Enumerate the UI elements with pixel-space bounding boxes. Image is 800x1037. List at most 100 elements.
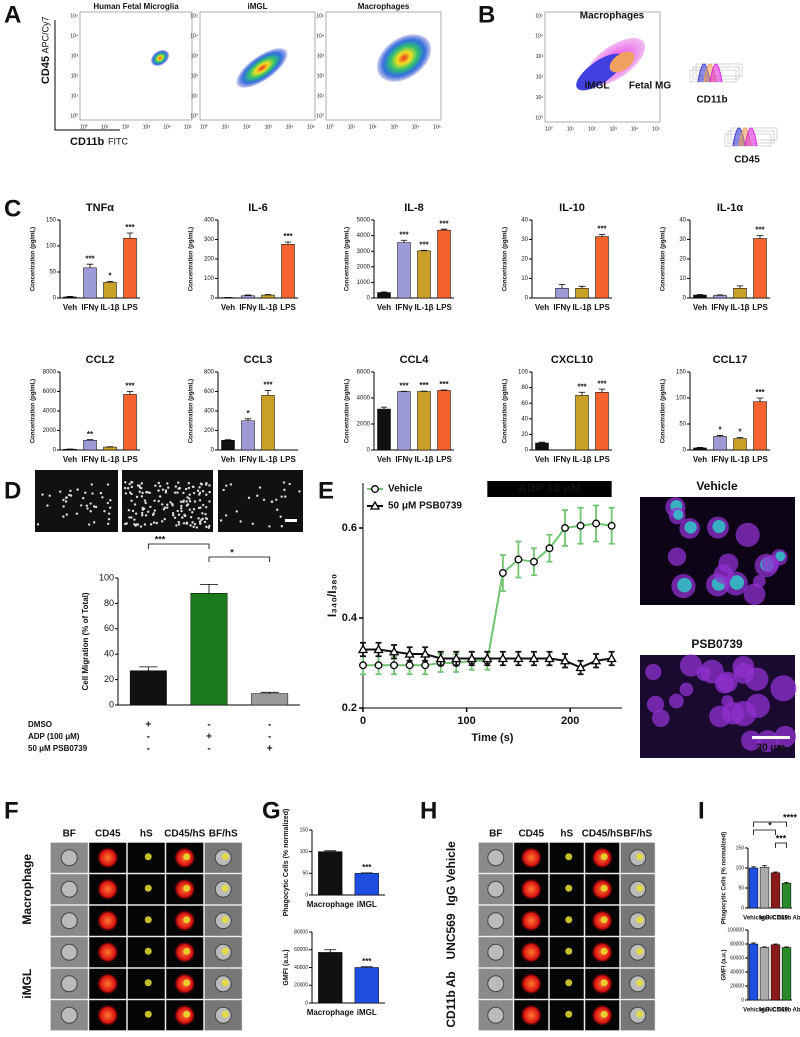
cell-dot xyxy=(179,500,183,503)
cell-dot xyxy=(189,515,193,519)
flow-plot xyxy=(79,11,193,121)
chart-title: CCL2 xyxy=(86,354,115,366)
x-tick-label: IL-1β xyxy=(414,455,433,464)
cell-dot xyxy=(158,495,162,498)
error-bar xyxy=(538,441,546,443)
y-tick-label: 10 xyxy=(679,276,686,282)
error-bar xyxy=(126,391,134,395)
x-tick-label: 10⁴ xyxy=(163,124,171,130)
error-bar xyxy=(716,294,724,296)
bead-signal xyxy=(183,884,191,892)
cell-outline xyxy=(60,849,78,867)
bar xyxy=(693,447,707,451)
cell-dot xyxy=(36,523,40,526)
cell-dot xyxy=(153,499,156,502)
x-tick-label: CD11b Ab xyxy=(772,916,800,922)
y-tick-label: 40000 xyxy=(730,969,744,975)
y-tick-label: 60000 xyxy=(730,955,744,961)
axis-bracket xyxy=(54,20,120,131)
cell-dot xyxy=(140,482,144,485)
y-tick-label: 100000 xyxy=(727,927,744,933)
cell-dot xyxy=(280,495,283,498)
bar xyxy=(221,440,235,451)
cell-stain xyxy=(520,909,543,932)
cell-dot xyxy=(81,496,85,500)
y-tick-label: 100 xyxy=(99,572,114,582)
bead-signal xyxy=(144,884,152,892)
microscopy-image xyxy=(122,470,213,532)
bar xyxy=(759,866,770,909)
bar xyxy=(713,436,727,451)
cell xyxy=(716,671,738,693)
cell-dot xyxy=(192,525,195,529)
cell-dot xyxy=(142,507,146,510)
y-tick-label: 10⁰ xyxy=(535,115,543,121)
cell-dot xyxy=(197,506,201,510)
cell xyxy=(679,654,703,677)
error-bar xyxy=(244,418,252,421)
bar xyxy=(241,295,255,299)
bead-signal xyxy=(565,947,573,955)
bar xyxy=(123,394,137,451)
y-tick-label: 40 xyxy=(679,218,686,224)
cell-dot xyxy=(143,523,147,526)
bar xyxy=(733,288,747,299)
y-tick-label: 200 xyxy=(204,257,215,263)
cell-dot xyxy=(157,499,160,503)
cell xyxy=(730,700,757,727)
cell xyxy=(756,730,779,753)
cell-dot xyxy=(130,499,133,502)
x-axis-label: CD11b xyxy=(70,136,105,148)
y-tick-label: 0 xyxy=(367,448,371,454)
error-bar xyxy=(578,285,586,289)
cell-dot xyxy=(208,500,211,503)
data-point xyxy=(606,653,617,663)
cell-dot xyxy=(208,490,211,494)
significance-label: *** xyxy=(125,382,135,391)
x-tick-label: IFNγ xyxy=(553,303,571,312)
bar xyxy=(417,250,431,299)
y-tick-label: 0 xyxy=(741,997,744,1003)
y-axis-label: Concentration (pg/mL) xyxy=(189,379,195,443)
x-tick-label: LPS xyxy=(594,303,610,312)
cell-dot xyxy=(158,485,162,488)
cell-dot xyxy=(176,509,179,513)
y-tick-label: 0 xyxy=(53,448,57,454)
cell-dot xyxy=(59,490,62,493)
cell-dot xyxy=(92,505,96,508)
cell-dot xyxy=(62,515,65,518)
x-tick-label: 10² xyxy=(243,124,251,130)
bar xyxy=(733,438,747,451)
column-header: hS xyxy=(140,829,153,840)
histogram xyxy=(709,63,723,83)
cell-dot xyxy=(62,498,65,502)
cell-dot xyxy=(193,522,197,526)
condition-mark: - xyxy=(207,744,210,755)
significance-label: * xyxy=(768,820,772,830)
data-point xyxy=(529,557,538,566)
cell-dot xyxy=(153,509,157,512)
cell-dot xyxy=(144,501,147,505)
cell-dot xyxy=(208,484,211,487)
cell-stain xyxy=(96,846,119,869)
cell-stain xyxy=(520,846,543,869)
flow-density xyxy=(236,48,288,88)
y-tick-label: 0 xyxy=(305,1000,308,1006)
y-tick-label: 10¹ xyxy=(536,95,544,101)
x-tick-label: IFNγ xyxy=(711,455,729,464)
x-tick-label: UNC 569 xyxy=(763,916,788,922)
y-tick-label: 100 xyxy=(46,244,57,250)
error-bar xyxy=(716,435,724,437)
x-tick-label: Veh xyxy=(377,455,391,464)
y-tick-label: 10 xyxy=(521,276,528,282)
x-tick-label: iMGL xyxy=(357,900,377,909)
cell-dot xyxy=(46,504,49,507)
panel-letter: I xyxy=(698,797,705,824)
bead-signal xyxy=(600,1010,608,1018)
y-tick-label: 30 xyxy=(521,237,528,243)
cell-stain xyxy=(96,1004,119,1027)
cell-dot xyxy=(130,485,134,489)
cell-dot xyxy=(201,489,205,493)
error-bar xyxy=(773,943,778,945)
legend-label: 50 μM PSB0739 xyxy=(388,501,462,512)
